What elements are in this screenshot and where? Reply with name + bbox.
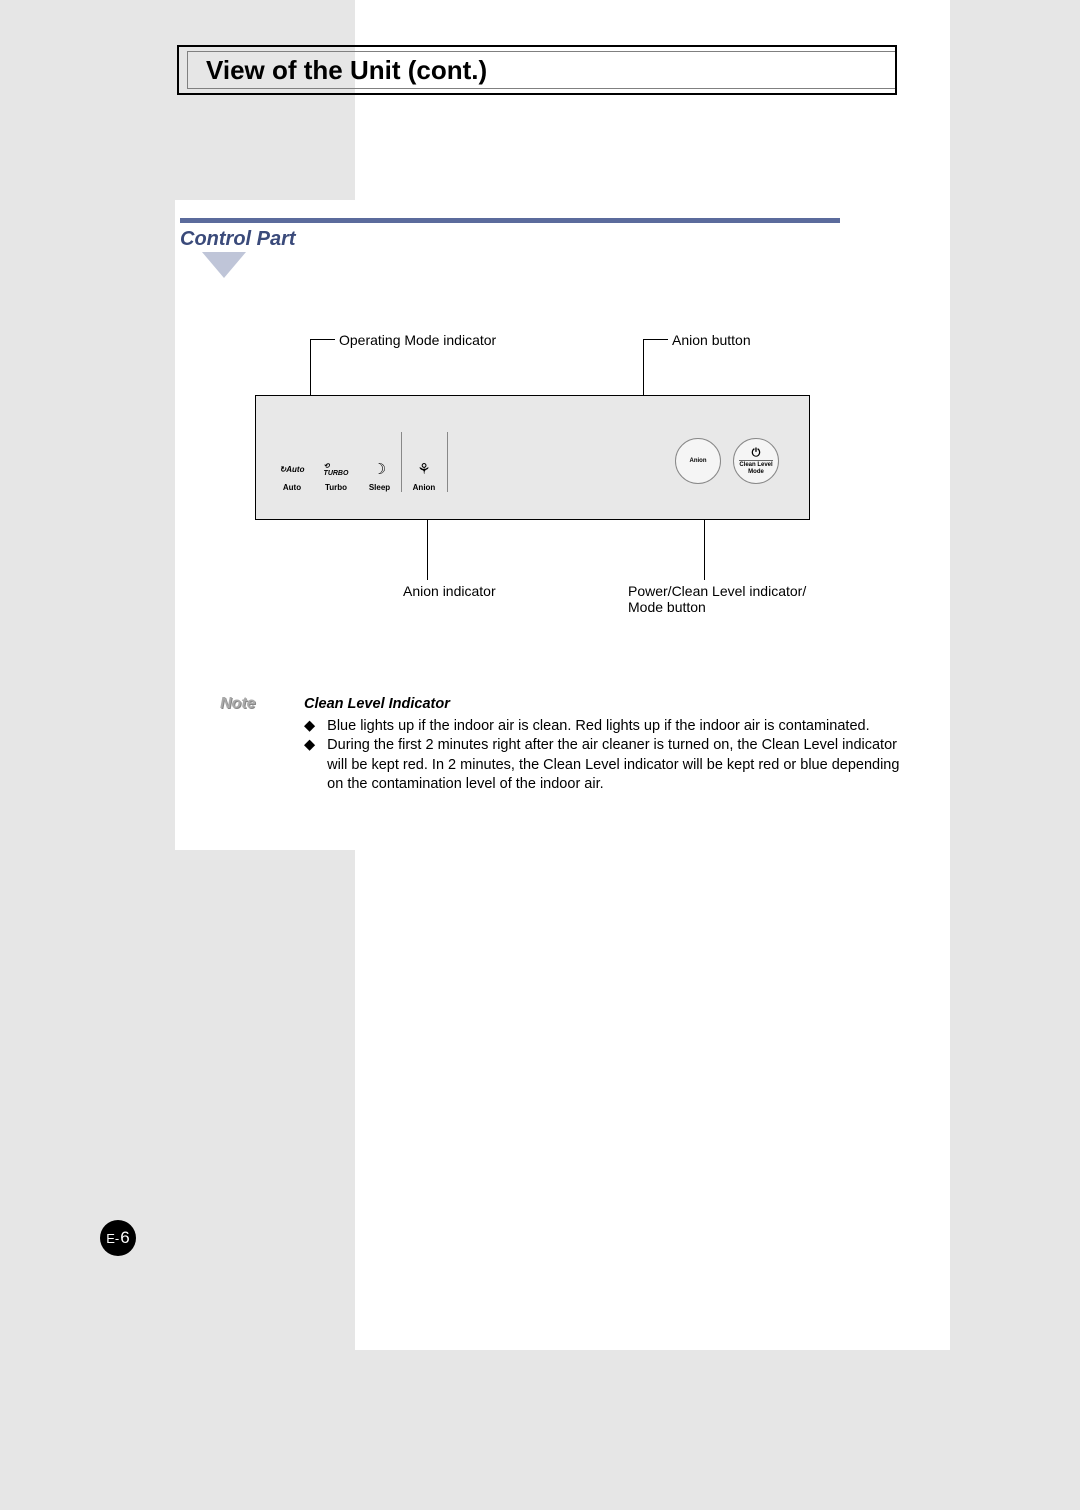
page-number-badge: E-6 (100, 1220, 136, 1256)
note-label: Note (220, 695, 280, 795)
triangle-icon (202, 252, 246, 278)
grey-cutout-bottom (175, 850, 355, 1350)
bullet-text: Blue lights up if the indoor air is clea… (327, 717, 869, 737)
callout-power-button: Power/Clean Level indicator/ Mode button (628, 583, 806, 615)
callout-line (310, 339, 335, 340)
button-label: Clean Level Mode (739, 460, 772, 475)
note-body: Clean Level Indicator ◆ Blue lights up i… (304, 695, 900, 795)
mode-label: Sleep (369, 483, 390, 492)
note-bullet-2: ◆ During the first 2 minutes right after… (304, 736, 900, 795)
mode-auto: ↻Auto Auto (270, 432, 314, 492)
mode-sleep: ☽ Sleep (358, 432, 402, 492)
mode-turbo: ⟲TURBO Turbo (314, 432, 358, 492)
mode-label: Anion (413, 483, 436, 492)
note-bullet-1: ◆ Blue lights up if the indoor air is cl… (304, 717, 900, 737)
bullet-icon: ◆ (304, 736, 315, 795)
sleep-icon: ☽ (373, 459, 386, 479)
anion-icon: ⚘ (417, 459, 430, 479)
title-bar-inner: View of the Unit (cont.) (187, 51, 895, 89)
page-title: View of the Unit (cont.) (206, 55, 487, 86)
page-number: 6 (120, 1228, 129, 1248)
auto-icon: ↻Auto (280, 459, 305, 479)
callout-anion-indicator: Anion indicator (403, 583, 496, 599)
title-bar: View of the Unit (cont.) (177, 45, 897, 95)
anion-button[interactable]: Anion (675, 438, 721, 484)
mode-label: Turbo (325, 483, 347, 492)
control-panel: ↻Auto Auto ⟲TURBO Turbo ☽ Sleep ⚘ Anion … (255, 395, 810, 520)
callout-operating-mode: Operating Mode indicator (339, 332, 496, 348)
grey-cutout-top (175, 0, 355, 200)
bullet-text: During the first 2 minutes right after t… (327, 736, 900, 795)
section-heading: Control Part (180, 228, 296, 251)
mode-indicator-group: ↻Auto Auto ⟲TURBO Turbo ☽ Sleep ⚘ Anion (270, 432, 448, 492)
mode-anion: ⚘ Anion (402, 432, 446, 492)
note-section: Note Clean Level Indicator ◆ Blue lights… (220, 695, 900, 795)
bullet-icon: ◆ (304, 717, 315, 737)
section-rule (180, 218, 840, 223)
button-group: Anion ⏻ Clean Level Mode (675, 438, 779, 484)
callout-anion-button: Anion button (672, 332, 751, 348)
clean-level-mode-button[interactable]: ⏻ Clean Level Mode (733, 438, 779, 484)
power-icon: ⏻ (752, 447, 761, 459)
mode-label: Auto (283, 483, 301, 492)
note-title: Clean Level Indicator (304, 695, 900, 715)
turbo-icon: ⟲TURBO (324, 459, 349, 479)
page-prefix: E- (106, 1231, 119, 1246)
button-label: Anion (690, 458, 707, 465)
callout-line (643, 339, 668, 340)
control-diagram: Operating Mode indicator Anion button An… (255, 335, 810, 615)
